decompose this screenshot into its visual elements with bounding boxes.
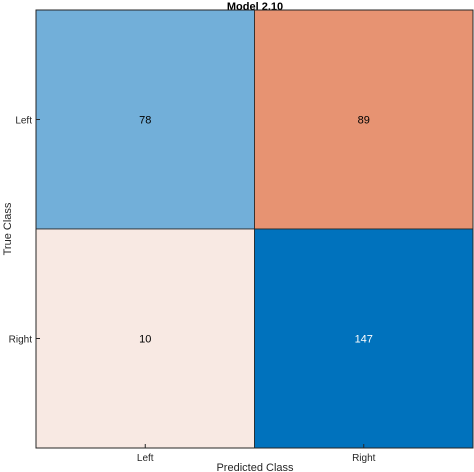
cell-value-left-left: 78 xyxy=(139,115,151,127)
y-axis-label: True Class xyxy=(2,202,14,255)
y-tick-label-right: Right xyxy=(9,335,33,346)
heatmap-cell-left-right xyxy=(254,9,474,230)
heatmap-cells xyxy=(35,9,474,449)
cell-value-right-right: 147 xyxy=(355,334,373,346)
heatmap-cell-right-right xyxy=(254,228,474,449)
cell-value-left-right: 89 xyxy=(358,115,370,127)
cell-value-right-left: 10 xyxy=(139,334,151,346)
x-axis-label: Predicted Class xyxy=(216,462,294,472)
x-tick-label-right: Right xyxy=(352,453,376,464)
plot-frame xyxy=(35,9,474,449)
cell-value-labels: 78 89 10 147 xyxy=(139,115,373,346)
x-tick-label-left: Left xyxy=(137,453,154,464)
axis-ticks: Left Right Left Right xyxy=(9,116,376,465)
y-tick-label-left: Left xyxy=(15,116,32,127)
